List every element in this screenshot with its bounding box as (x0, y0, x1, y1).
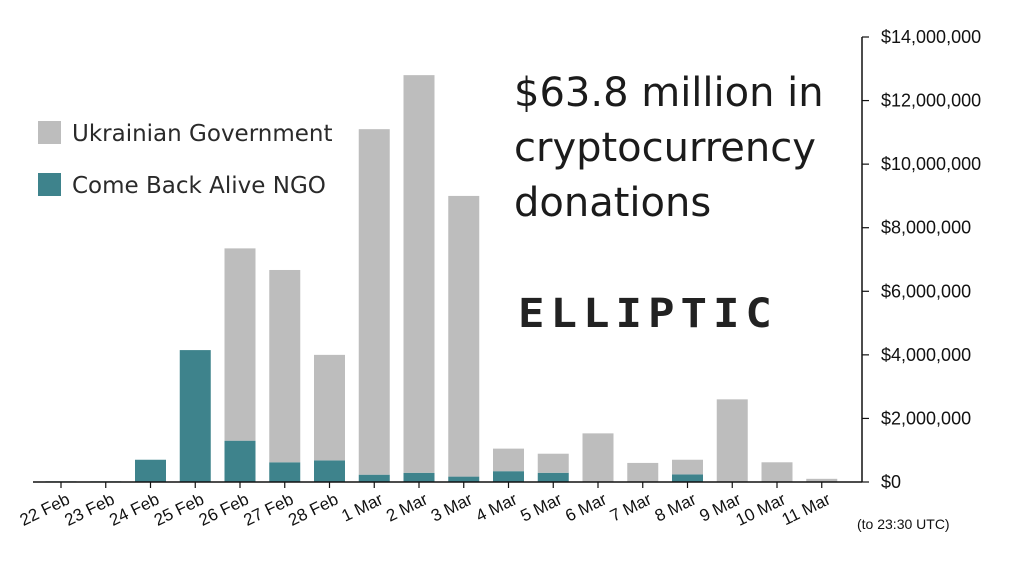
ngo-bar-1-mar (358, 474, 390, 482)
x-tick-label: 1 Mar (339, 489, 387, 525)
y-tick-label: $10,000,000 (881, 154, 981, 174)
ngo-bar-3-mar (448, 476, 480, 482)
gov-bar-10-mar (761, 462, 793, 482)
gov-bar-1-mar (358, 129, 390, 475)
gov-bar-28-feb (314, 354, 345, 461)
x-tick-label: 23 Feb (62, 490, 118, 530)
legend-label-ngo: Come Back Alive NGO (72, 173, 326, 199)
y-tick-label: $0 (881, 472, 901, 492)
gov-bar-4-mar (493, 448, 524, 472)
y-tick-label: $6,000,000 (881, 281, 971, 301)
gov-bar-8-mar (672, 459, 703, 475)
ngo-bar-8-mar (672, 474, 703, 482)
x-tick-label: 2 Mar (383, 489, 431, 525)
x-tick-label: 7 Mar (607, 489, 655, 525)
x-tick-label: 27 Feb (241, 490, 297, 530)
x-tick-label: 4 Mar (473, 489, 521, 525)
headline-line-3: donations (514, 180, 712, 226)
x-tick-label: 11 Mar (779, 489, 834, 529)
gov-bar-26-feb (224, 248, 256, 441)
headline-line-1: $63.8 million in (514, 70, 824, 116)
ngo-bar-25-feb (179, 350, 211, 482)
y-tick-label: $8,000,000 (881, 218, 971, 238)
ngo-bar-27-feb (269, 462, 301, 482)
ngo-bar-5-mar (537, 472, 569, 482)
y-tick-label: $14,000,000 (881, 27, 981, 47)
gov-bar-5-mar (537, 453, 569, 473)
gov-bar-2-mar (403, 75, 435, 473)
ngo-bar-2-mar (403, 472, 435, 482)
gov-bar-9-mar (716, 399, 748, 482)
gov-bar-7-mar (627, 462, 659, 482)
x-note: (to 23:30 UTC) (857, 516, 950, 532)
x-tick-label: 22 Feb (17, 490, 73, 530)
x-tick-label: 28 Feb (285, 490, 341, 530)
x-tick-label: 24 Feb (106, 490, 162, 530)
x-tick-label: 26 Feb (196, 490, 252, 530)
y-axis: $0 $2,000,000 $4,000,000 $6,000,000 $8,000,0… (861, 27, 981, 492)
ngo-bar-28-feb (314, 460, 345, 482)
ngo-bar-24-feb (135, 459, 166, 482)
x-tick-label: 10 Mar (733, 489, 789, 529)
gov-bar-27-feb (269, 269, 301, 463)
ngo-bar-26-feb (224, 440, 256, 482)
elliptic-logo: ELLIPTIC (518, 290, 778, 337)
gov-bar-11-mar (806, 478, 838, 482)
headline: $63.8 million in cryptocurrency donation… (514, 66, 844, 231)
headline-line-2: cryptocurrency (514, 125, 816, 171)
x-tick-label: 3 Mar (428, 489, 476, 525)
legend-label-gov: Ukrainian Government (72, 121, 332, 147)
legend-swatch-gov (38, 121, 61, 144)
x-tick-label: 25 Feb (151, 490, 207, 530)
y-tick-label: $4,000,000 (881, 345, 971, 365)
x-tick-label: 5 Mar (518, 489, 566, 525)
x-tick-label: 6 Mar (562, 489, 610, 525)
y-tick-label: $12,000,000 (881, 91, 981, 111)
legend: Ukrainian Government Come Back Alive NGO (38, 121, 332, 199)
bars-group (45, 75, 838, 483)
ngo-bar-4-mar (493, 471, 524, 482)
gov-bar-3-mar (448, 195, 480, 477)
x-tick-label: 8 Mar (652, 489, 700, 525)
legend-swatch-ngo (38, 173, 61, 196)
y-tick-label: $2,000,000 (881, 408, 971, 428)
gov-bar-6-mar (582, 433, 614, 482)
